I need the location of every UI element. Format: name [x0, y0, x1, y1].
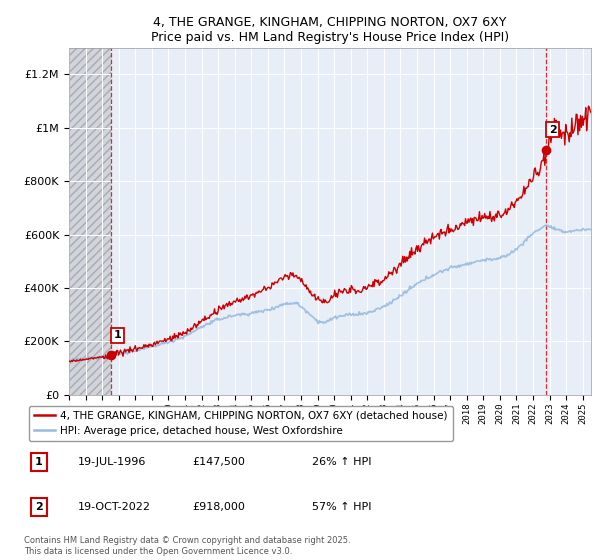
Text: 19-JUL-1996: 19-JUL-1996 — [78, 457, 146, 467]
Text: Contains HM Land Registry data © Crown copyright and database right 2025.
This d: Contains HM Land Registry data © Crown c… — [24, 536, 350, 556]
Text: 1: 1 — [114, 330, 122, 340]
Text: 2: 2 — [35, 502, 43, 512]
Text: 26% ↑ HPI: 26% ↑ HPI — [312, 457, 371, 467]
Legend: 4, THE GRANGE, KINGHAM, CHIPPING NORTON, OX7 6XY (detached house), HPI: Average : 4, THE GRANGE, KINGHAM, CHIPPING NORTON,… — [29, 405, 453, 441]
Text: 2: 2 — [549, 124, 557, 134]
Text: £147,500: £147,500 — [192, 457, 245, 467]
Text: 1: 1 — [35, 457, 43, 467]
Text: £918,000: £918,000 — [192, 502, 245, 512]
Text: 57% ↑ HPI: 57% ↑ HPI — [312, 502, 371, 512]
Title: 4, THE GRANGE, KINGHAM, CHIPPING NORTON, OX7 6XY
Price paid vs. HM Land Registry: 4, THE GRANGE, KINGHAM, CHIPPING NORTON,… — [151, 16, 509, 44]
Text: 19-OCT-2022: 19-OCT-2022 — [78, 502, 151, 512]
Bar — [69, 48, 111, 395]
